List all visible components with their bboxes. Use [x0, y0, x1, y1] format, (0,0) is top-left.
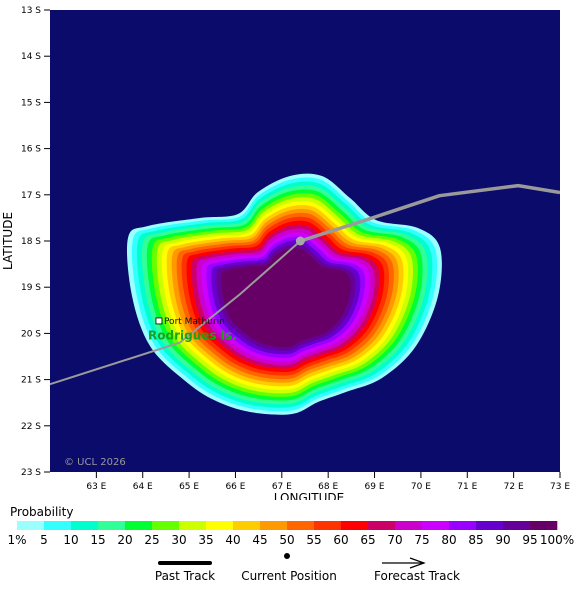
legend-label: 45	[252, 533, 268, 547]
legend-swatch	[476, 521, 504, 530]
legend-label: 30	[171, 533, 187, 547]
past-track-line	[50, 240, 302, 386]
legend-swatch	[152, 521, 180, 530]
probability-contours	[126, 173, 442, 415]
lat-tick-label: 14 S	[21, 52, 41, 62]
lon-tick-label: 68 E	[318, 482, 338, 492]
legend-label: 25	[144, 533, 160, 547]
legend-label: 80	[441, 533, 457, 547]
legend-swatch	[98, 521, 126, 530]
legend-label: 10	[63, 533, 79, 547]
legend-label: 60	[333, 533, 349, 547]
rodrigues-label: Rodrigues Is.	[148, 329, 237, 343]
forecast-track-label: Forecast Track	[374, 569, 460, 583]
longitude-ticks: 63 E 64 E 65 E 66 E 67 E 68 E 69 E 70 E 71 E 72 E…	[86, 472, 570, 492]
lon-tick-label: 66 E	[225, 482, 245, 492]
legend-label: 40	[225, 533, 241, 547]
legend-swatch	[44, 521, 72, 530]
latitude-ticks: 13 S 14 S 15 S 16 S 17 S 18 S 19 S 20 S 21 S 22 S…	[21, 6, 50, 478]
legend-label: 55	[306, 533, 322, 547]
legend-swatch	[395, 521, 423, 530]
legend-swatch	[422, 521, 450, 530]
current-position-marker	[295, 236, 305, 246]
storm-tracks	[50, 183, 560, 386]
legend-label: 75	[414, 533, 430, 547]
lat-tick-label: 23 S	[21, 468, 41, 478]
legend-label: 100%	[539, 533, 575, 547]
lon-tick-label: 72 E	[504, 482, 524, 492]
legend-swatch	[71, 521, 99, 530]
current-position-symbol	[284, 553, 290, 559]
lat-tick-label: 16 S	[21, 145, 41, 155]
copyright: © UCL 2026	[64, 457, 126, 468]
lat-tick-label: 15 S	[21, 98, 41, 108]
probability-legend	[17, 521, 558, 530]
track-legend-symbols	[158, 553, 426, 569]
legend-swatch	[503, 521, 531, 530]
legend-swatch	[449, 521, 477, 530]
legend-swatch	[206, 521, 234, 530]
legend-label: 35	[198, 533, 214, 547]
lat-tick-label: 19 S	[21, 283, 41, 293]
legend-label: 65	[360, 533, 376, 547]
forecast-track-symbol	[382, 557, 426, 569]
legend-title: Probability	[10, 505, 74, 519]
legend-label: 1%	[7, 533, 27, 547]
port-mathurin-label: Port Mathurin	[164, 317, 225, 327]
legend-label: 50	[279, 533, 295, 547]
lon-tick-label: 65 E	[179, 482, 199, 492]
lon-tick-label: 71 E	[457, 482, 477, 492]
current-position-label: Current Position	[241, 569, 337, 583]
legend-label: 5	[40, 533, 48, 547]
legend-swatch	[314, 521, 342, 530]
past-track-label: Past Track	[154, 569, 216, 583]
legend-label: 95	[522, 533, 538, 547]
lat-tick-label: 22 S	[21, 422, 41, 432]
legend-swatch	[368, 521, 396, 530]
legend-swatch	[17, 521, 45, 530]
lon-tick-label: 69 E	[365, 482, 385, 492]
lon-tick-label: 70 E	[411, 482, 431, 492]
lat-tick-label: 18 S	[21, 237, 41, 247]
port-mathurin-marker	[155, 317, 163, 325]
legend-label: 90	[495, 533, 511, 547]
rodrigues-island: Port Mathurin Rodrigues Is.	[148, 317, 237, 343]
legend-label: 85	[468, 533, 484, 547]
probability-band	[221, 248, 351, 348]
forecast-track-line	[299, 183, 560, 243]
legend-label: 15	[90, 533, 106, 547]
legend-swatch	[287, 521, 315, 530]
legend-label: 20	[117, 533, 133, 547]
legend-swatch	[233, 521, 261, 530]
lat-tick-label: 13 S	[21, 6, 41, 16]
y-axis-label: LATITUDE	[1, 212, 15, 270]
x-axis-label: LONGITUDE	[274, 491, 344, 500]
lon-tick-label: 67 E	[272, 482, 292, 492]
lat-tick-label: 20 S	[21, 329, 41, 339]
legend-label: 70	[387, 533, 403, 547]
legend-swatch	[530, 521, 558, 530]
legend-swatch	[125, 521, 153, 530]
lon-tick-label: 73 E	[550, 482, 570, 492]
legend-swatch	[179, 521, 207, 530]
lat-tick-label: 17 S	[21, 191, 41, 201]
legend-swatch	[341, 521, 369, 530]
lon-tick-label: 63 E	[86, 482, 106, 492]
lat-tick-label: 21 S	[21, 376, 41, 386]
legend-swatch	[260, 521, 288, 530]
lon-tick-label: 64 E	[133, 482, 153, 492]
